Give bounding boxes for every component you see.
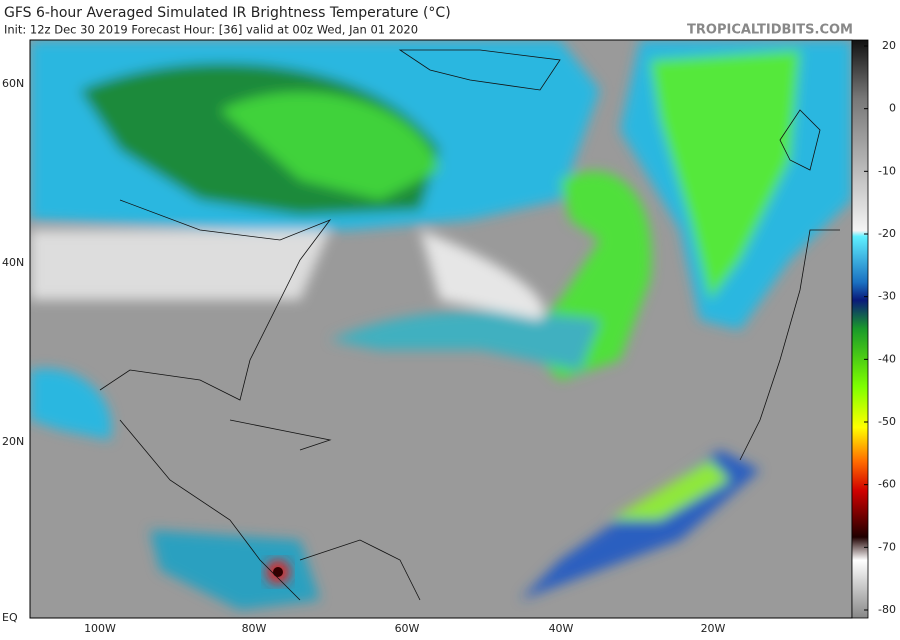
colorbar-label: -20 [878, 227, 896, 240]
title: GFS 6-hour Averaged Simulated IR Brightn… [4, 5, 451, 21]
colorbar-label: -10 [878, 164, 896, 177]
lon-label: 60W [395, 622, 420, 635]
lon-label: 20W [701, 622, 726, 635]
colorbar-label: 20 [882, 39, 896, 52]
lat-label: 40N [2, 256, 24, 269]
credit: TROPICALTIDBITS.COM [687, 23, 853, 38]
lat-label: 60N [2, 77, 24, 90]
lat-label: 20N [2, 435, 24, 448]
colorbar [851, 39, 869, 619]
lon-label: 100W [84, 622, 116, 635]
colorbar-label: -30 [878, 290, 896, 303]
colorbar-label: -50 [878, 415, 896, 428]
colorbar-label: -40 [878, 352, 896, 365]
subtitle: Init: 12z Dec 30 2019 Forecast Hour: [36… [4, 23, 418, 37]
satellite-map [30, 40, 852, 618]
colorbar-label: -60 [878, 478, 896, 491]
colorbar-label: 0 [889, 102, 896, 115]
lat-label: EQ [2, 611, 18, 624]
colorbar-label: -70 [878, 540, 896, 553]
lon-label: 80W [242, 622, 267, 635]
lon-label: 40W [549, 622, 574, 635]
colorbar-label: -80 [878, 603, 896, 616]
